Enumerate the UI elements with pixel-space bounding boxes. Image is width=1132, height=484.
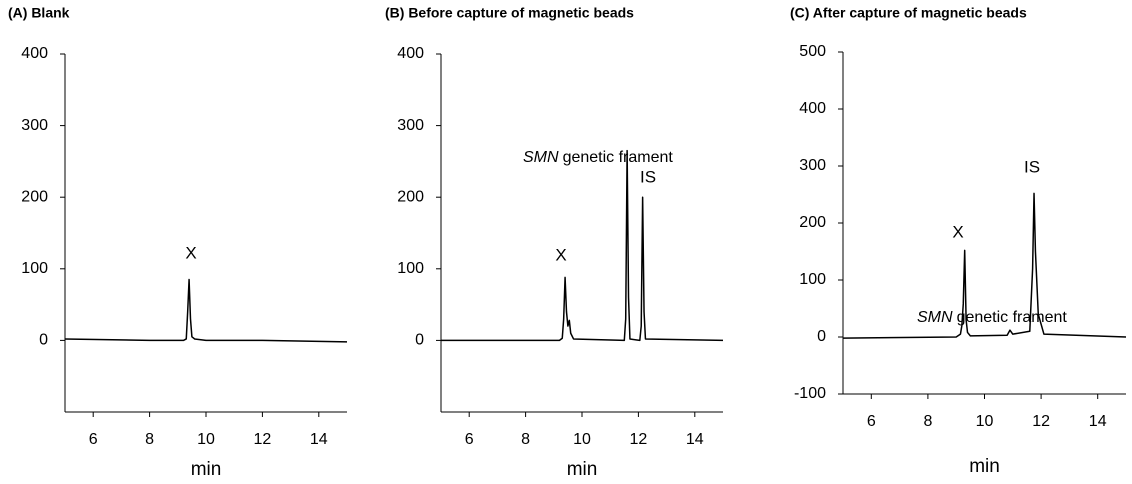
annotation: IS — [640, 167, 656, 186]
x-tick-label: 8 — [521, 431, 530, 448]
y-tick-label: 0 — [39, 332, 48, 349]
y-tick-label: 400 — [21, 45, 48, 62]
y-tick-label: 300 — [397, 117, 424, 134]
x-tick-label: 6 — [867, 413, 876, 430]
x-tick-label: 12 — [1032, 413, 1050, 430]
trace — [842, 192, 1127, 339]
y-tick-label: 100 — [799, 271, 826, 288]
x-tick-label: 14 — [686, 431, 704, 448]
x-tick-label: 10 — [197, 431, 215, 448]
x-axis-label: min — [191, 459, 222, 480]
y-tick-label: 200 — [397, 188, 424, 205]
x-tick-label: 6 — [465, 431, 474, 448]
y-tick-label: 200 — [21, 188, 48, 205]
y-tick-label: 100 — [21, 260, 48, 277]
y-tick-label: 400 — [799, 100, 826, 117]
y-tick-label: 300 — [21, 117, 48, 134]
x-tick-label: 10 — [976, 413, 994, 430]
annotation-part: genetic frament — [957, 309, 1068, 326]
y-tick-label: 400 — [397, 45, 424, 62]
annotation-part: genetic frament — [563, 149, 674, 166]
y-tick-label: -100 — [794, 385, 826, 402]
annotation: X — [185, 243, 196, 262]
annotation: X — [952, 222, 963, 241]
y-tick-label: 200 — [799, 214, 826, 231]
x-tick-label: 14 — [310, 431, 328, 448]
x-axis-label: min — [969, 456, 1000, 477]
x-axis-label: min — [567, 459, 598, 480]
chart-title: (C) After capture of magnetic beads — [790, 5, 1027, 21]
annotation: X — [555, 245, 566, 264]
annotation-part: SMN — [917, 309, 953, 326]
y-tick-label: 500 — [799, 43, 826, 60]
y-tick-label: 0 — [415, 332, 424, 349]
chart-title: (B) Before capture of magnetic beads — [385, 5, 634, 21]
x-tick-label: 8 — [923, 413, 932, 430]
y-tick-label: 100 — [397, 260, 424, 277]
y-tick-label: 300 — [799, 157, 826, 174]
x-tick-label: 12 — [254, 431, 272, 448]
y-tick-label: 0 — [817, 328, 826, 345]
annotation: SMN genetic frament — [523, 149, 673, 166]
x-tick-label: 6 — [89, 431, 98, 448]
annotation: IS — [1024, 157, 1040, 176]
trace — [64, 278, 348, 343]
trace — [441, 149, 724, 342]
x-tick-label: 14 — [1089, 413, 1107, 430]
x-tick-label: 10 — [573, 431, 591, 448]
chart-title: (A) Blank — [8, 5, 70, 21]
annotation: SMN genetic frament — [917, 309, 1067, 326]
x-tick-label: 8 — [145, 431, 154, 448]
annotation-part: SMN — [523, 149, 559, 166]
x-tick-label: 12 — [630, 431, 648, 448]
